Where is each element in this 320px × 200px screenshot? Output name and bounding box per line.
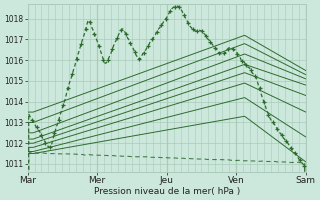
X-axis label: Pression niveau de la mer( hPa ): Pression niveau de la mer( hPa )	[93, 187, 240, 196]
